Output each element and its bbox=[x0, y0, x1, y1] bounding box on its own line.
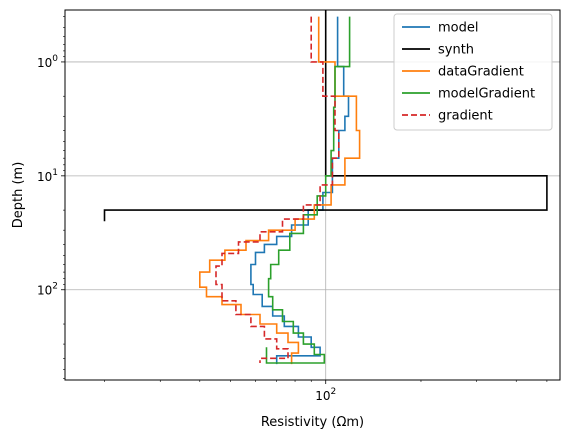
plot-frame bbox=[64, 9, 561, 381]
y-axis-label: Depth (m) bbox=[11, 162, 26, 229]
series-line-model bbox=[250, 16, 350, 365]
legend-label-modelGradient: modelGradient bbox=[438, 87, 535, 102]
legend-label-model: model bbox=[438, 21, 478, 36]
series-line-gradient bbox=[215, 16, 340, 363]
tick-layer: 102 100 101 102 bbox=[37, 16, 548, 403]
series-line-modelGradient bbox=[265, 16, 351, 364]
legend-box bbox=[393, 13, 553, 131]
y-tick-label: 100 bbox=[37, 54, 58, 70]
legend-label-dataGradient: dataGradient bbox=[438, 65, 524, 80]
legend-label-synth: synth bbox=[438, 43, 474, 58]
series-line-synth bbox=[103, 10, 548, 222]
x-axis-label: Resistivity (Ωm) bbox=[261, 415, 364, 430]
series-layer bbox=[103, 10, 548, 365]
y-tick-label: 102 bbox=[37, 282, 58, 298]
series-line-dataGradient bbox=[199, 16, 361, 365]
legend-label-gradient: gradient bbox=[438, 109, 493, 124]
legend: model synth dataGradient modelGradient gradi… bbox=[393, 13, 553, 131]
x-tick-label: 102 bbox=[315, 387, 336, 403]
y-tick-label: 101 bbox=[37, 168, 58, 184]
